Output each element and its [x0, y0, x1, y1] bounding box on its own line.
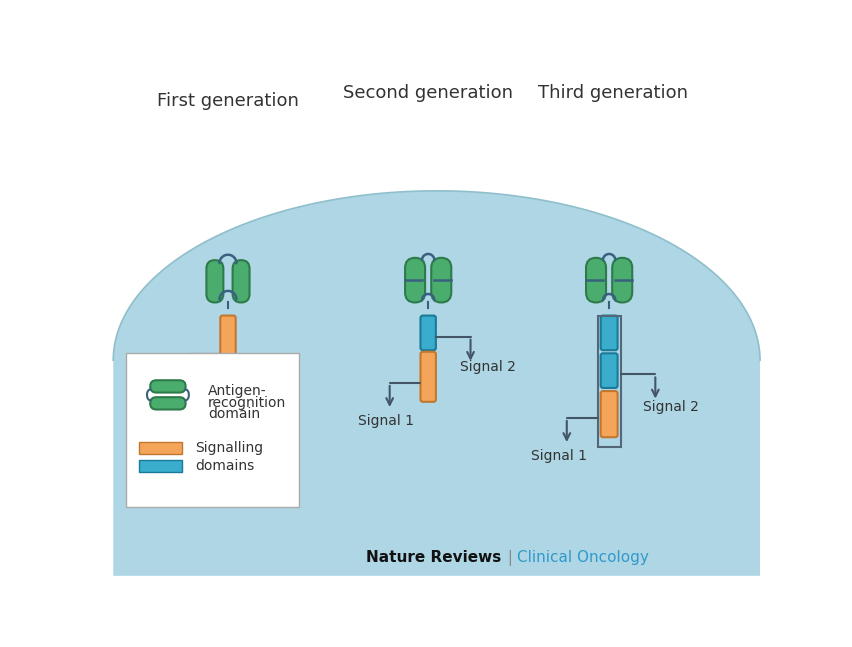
- FancyBboxPatch shape: [233, 260, 250, 303]
- FancyBboxPatch shape: [405, 258, 425, 303]
- FancyBboxPatch shape: [206, 260, 223, 303]
- FancyBboxPatch shape: [221, 316, 236, 377]
- FancyBboxPatch shape: [150, 397, 186, 410]
- FancyBboxPatch shape: [601, 391, 618, 437]
- FancyBboxPatch shape: [150, 380, 186, 393]
- Polygon shape: [113, 191, 760, 576]
- Text: Signal 2: Signal 2: [642, 400, 699, 415]
- Bar: [140, 459, 181, 472]
- Text: Clinical Oncology: Clinical Oncology: [516, 550, 648, 565]
- Text: Third generation: Third generation: [538, 84, 688, 102]
- FancyBboxPatch shape: [601, 353, 618, 388]
- FancyBboxPatch shape: [421, 352, 436, 402]
- Text: Signal 2: Signal 2: [460, 360, 516, 375]
- FancyBboxPatch shape: [421, 316, 436, 350]
- Bar: [140, 442, 181, 454]
- Text: |: |: [503, 550, 518, 566]
- Text: Second generation: Second generation: [343, 84, 513, 102]
- Text: Signal 1: Signal 1: [531, 449, 587, 463]
- FancyBboxPatch shape: [586, 258, 606, 303]
- Text: Signal 1: Signal 1: [358, 414, 414, 428]
- Text: Signal 1: Signal 1: [138, 386, 194, 399]
- FancyBboxPatch shape: [431, 258, 452, 303]
- Bar: [597, 316, 620, 447]
- FancyBboxPatch shape: [601, 316, 618, 350]
- Text: recognition: recognition: [208, 395, 286, 410]
- Text: Antigen-: Antigen-: [208, 384, 267, 398]
- Text: Signalling: Signalling: [195, 441, 263, 455]
- Text: Nature Reviews: Nature Reviews: [366, 550, 501, 565]
- Bar: [125, 353, 299, 507]
- Text: First generation: First generation: [157, 92, 299, 110]
- Text: domains: domains: [195, 459, 254, 473]
- FancyBboxPatch shape: [613, 258, 632, 303]
- Text: domain: domain: [208, 407, 260, 421]
